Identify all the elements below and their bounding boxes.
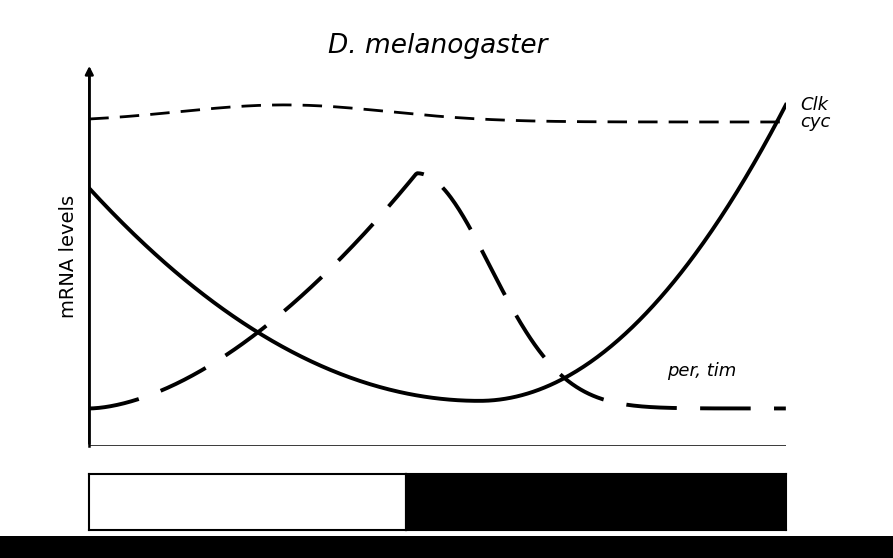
Text: Clk: Clk — [800, 96, 828, 114]
Y-axis label: mRNA levels: mRNA levels — [59, 195, 79, 318]
Text: cyc: cyc — [800, 113, 830, 131]
Text: per, tim: per, tim — [667, 362, 737, 379]
Title: D. melanogaster: D. melanogaster — [328, 33, 547, 59]
